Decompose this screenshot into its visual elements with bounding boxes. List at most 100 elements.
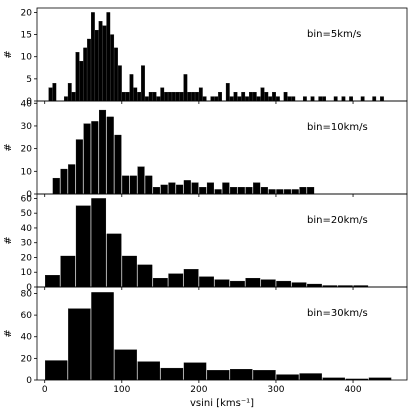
panel-frame-4 <box>36 286 408 381</box>
bar-p1-67 <box>372 96 377 102</box>
bar-p3-14 <box>260 279 276 288</box>
ytick-label-p2-30: 30 <box>21 122 33 132</box>
bar-p4-4 <box>137 361 160 381</box>
bar-p1-7 <box>83 47 88 102</box>
ytick-label-p2-20: 20 <box>21 145 33 155</box>
bar-p2-19 <box>199 187 207 195</box>
ytick-label-p1-15: 15 <box>21 31 32 41</box>
bar-p3-2 <box>75 205 91 288</box>
bar-p4-3 <box>114 349 137 381</box>
bar-p1-9 <box>91 12 95 102</box>
bar-p2-33 <box>307 187 315 195</box>
bar-p1-38 <box>202 96 207 102</box>
bar-p1-55 <box>276 96 280 102</box>
bar-p3-17 <box>307 283 322 288</box>
bar-p1-6 <box>79 60 84 102</box>
ylabel-p2: # <box>3 143 14 151</box>
bar-p1-31 <box>175 91 180 102</box>
bar-p1-53 <box>268 96 273 102</box>
bar-p1-17 <box>121 91 126 102</box>
bar-p1-51 <box>260 87 265 102</box>
bar-p1-26 <box>156 96 161 102</box>
bar-p2-16 <box>176 184 184 195</box>
bar-p1-60 <box>310 96 315 102</box>
bar-p2-32 <box>299 187 307 195</box>
bar-p2-22 <box>222 182 230 195</box>
bar-p2-4 <box>83 123 91 195</box>
bar-p1-32 <box>179 91 184 102</box>
ylabel-p4: # <box>3 329 14 337</box>
bar-p1-2 <box>64 96 68 102</box>
bar-p4-10 <box>276 374 299 381</box>
xtick-label-100: 100 <box>113 385 130 395</box>
bar-p3-9 <box>183 269 199 288</box>
bar-p1-14 <box>110 34 115 102</box>
bar-p1-27 <box>160 87 165 102</box>
ytick-label-p1-5: 5 <box>26 75 32 85</box>
bar-p1-0 <box>48 87 53 102</box>
bar-p2-5 <box>91 121 99 195</box>
bar-p2-23 <box>230 187 238 195</box>
bar-p1-39 <box>210 96 215 102</box>
ytick-label-p4-0: 0 <box>26 376 32 386</box>
bar-p2-30 <box>284 189 292 195</box>
bar-p2-27 <box>260 187 268 195</box>
ytick-label-p4-20: 20 <box>21 354 33 364</box>
bar-p1-62 <box>322 96 327 102</box>
bar-p4-1 <box>68 308 91 381</box>
bar-p2-9 <box>122 175 130 195</box>
bar-p3-1 <box>60 255 76 288</box>
bar-p4-2 <box>91 292 114 381</box>
bar-p1-66 <box>360 96 365 102</box>
bar-p1-68 <box>380 96 384 102</box>
bar-p1-4 <box>71 91 76 102</box>
bar-p4-11 <box>299 373 322 381</box>
ylabel-p1: # <box>3 50 14 58</box>
bar-p1-20 <box>133 87 138 102</box>
bar-p2-7 <box>106 116 114 195</box>
bar-p1-12 <box>102 25 107 102</box>
ytick-label-p3-60: 60 <box>21 194 33 204</box>
ytick-label-p3-40: 40 <box>21 224 33 234</box>
bar-p1-40 <box>214 96 219 102</box>
bar-p1-34 <box>187 91 192 102</box>
bin-annotation-p4: bin=30km/s <box>307 308 368 319</box>
bar-p1-33 <box>183 74 188 102</box>
bar-p1-46 <box>241 91 246 102</box>
ytick-label-p3-20: 20 <box>21 253 33 263</box>
bar-p2-31 <box>291 189 299 195</box>
bar-p4-8 <box>230 369 253 381</box>
bar-p1-44 <box>233 91 238 102</box>
bar-p3-13 <box>245 277 261 288</box>
bar-p1-54 <box>272 91 276 102</box>
bar-p1-8 <box>87 38 91 102</box>
xtick-label-200: 200 <box>190 385 207 395</box>
bar-p1-50 <box>256 96 261 102</box>
bar-p2-25 <box>245 187 253 195</box>
bar-p2-10 <box>129 175 137 195</box>
bar-p1-64 <box>341 96 346 102</box>
bar-p3-0 <box>45 275 60 288</box>
bar-p2-0 <box>52 177 60 195</box>
bar-p1-42 <box>225 83 230 102</box>
bar-p2-13 <box>152 187 160 195</box>
bar-p1-1 <box>52 83 57 102</box>
bar-p4-6 <box>183 362 207 381</box>
bar-p1-18 <box>125 91 130 102</box>
bar-p3-4 <box>106 233 122 288</box>
bar-p2-15 <box>168 182 176 195</box>
bar-p4-5 <box>160 367 184 381</box>
bar-p3-5 <box>122 255 137 288</box>
bar-p1-5 <box>75 52 80 102</box>
bar-p2-2 <box>68 164 76 195</box>
ytick-label-p3-0: 0 <box>26 283 32 293</box>
bar-p1-21 <box>137 91 142 102</box>
ytick-label-p4-40: 40 <box>21 333 33 343</box>
bar-p2-11 <box>137 166 145 195</box>
bar-p2-12 <box>145 175 153 195</box>
ytick-label-p3-50: 50 <box>21 209 33 219</box>
bar-p1-56 <box>283 91 288 102</box>
bin-annotation-p3: bin=20km/s <box>307 215 368 226</box>
bar-p1-35 <box>191 91 195 102</box>
ytick-label-p1-20: 20 <box>21 8 33 18</box>
